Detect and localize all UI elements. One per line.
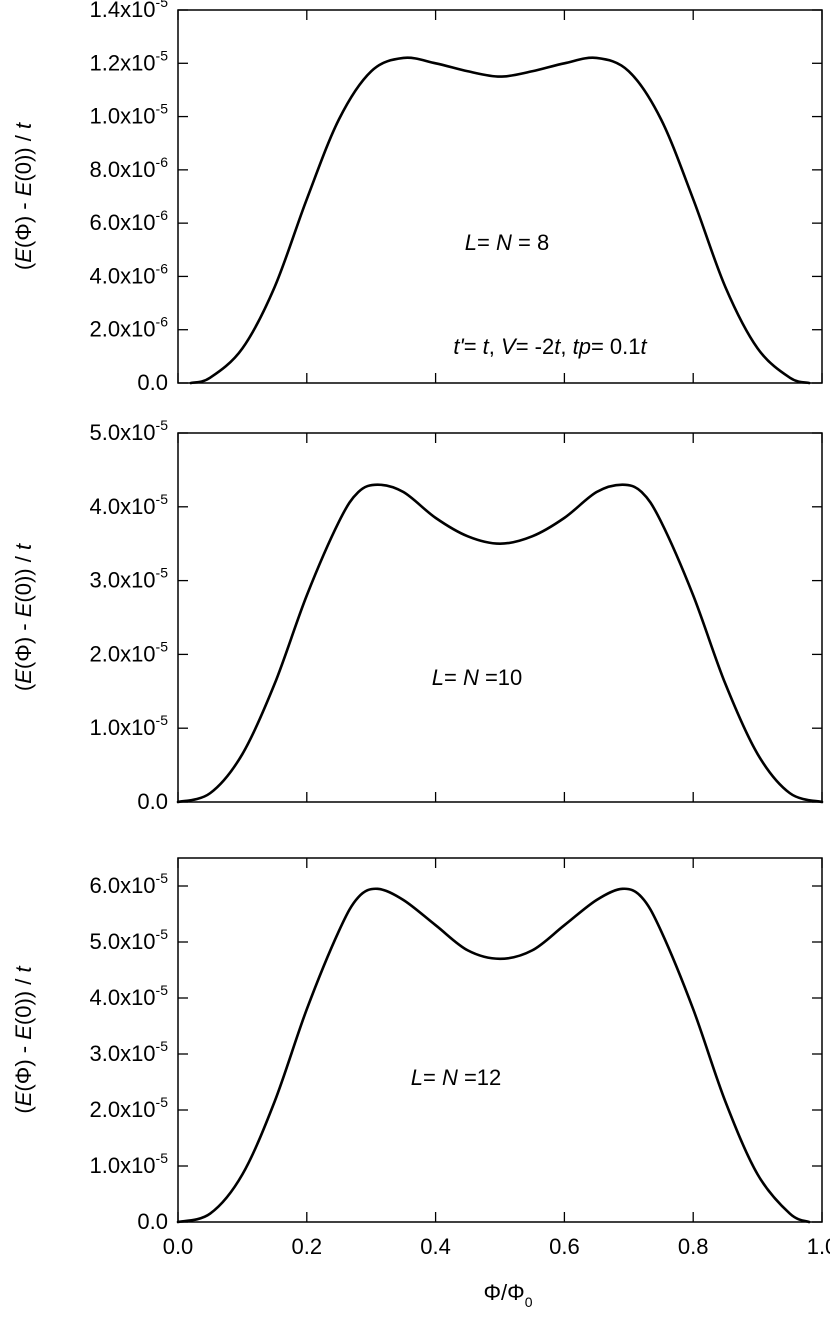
y-tick-label: 1.0x10-5 <box>89 712 168 740</box>
y-tick-label: 2.0x10-6 <box>89 314 168 342</box>
plot-frame <box>177 857 823 1223</box>
y-tick-label: 2.0x10-5 <box>89 638 168 666</box>
x-axis-label: Φ/Φ0 <box>483 1280 532 1310</box>
x-tick-label: 0.2 <box>292 1234 323 1259</box>
y-tick-label: 1.4x10-5 <box>89 0 168 22</box>
y-axis-label: (E(Φ) - E(0)) / t <box>11 966 36 1114</box>
annotation: L= N =10 <box>432 665 523 690</box>
y-tick-label: 5.0x10-5 <box>89 417 168 445</box>
x-tick-label: 0.8 <box>678 1234 709 1259</box>
annotation: L= N = 8 <box>465 230 549 255</box>
y-tick-label: 0.0 <box>137 789 168 814</box>
x-tick-label: 0.4 <box>420 1234 451 1259</box>
y-tick-label: 1.0x10-5 <box>89 101 168 129</box>
y-tick-label: 4.0x10-5 <box>89 982 168 1010</box>
y-tick-label: 3.0x10-5 <box>89 1038 168 1066</box>
x-tick-label: 1.0 <box>807 1234 830 1259</box>
y-axis-label: (E(Φ) - E(0)) / t <box>11 122 36 270</box>
y-tick-label: 4.0x10-5 <box>89 491 168 519</box>
y-tick-label: 5.0x10-5 <box>89 926 168 954</box>
y-tick-label: 1.2x10-5 <box>89 47 168 75</box>
panel-1: 0.0 2.0x10-6 4.0x10-6 6.0x10-6 8.0x10-6 1.0x1… <box>11 0 823 395</box>
y-tick-label: 0.0 <box>137 1209 168 1234</box>
y-tick-label: 1.0x10-5 <box>89 1150 168 1178</box>
x-tick-label: 0.0 <box>163 1234 194 1259</box>
series-line-1 <box>176 483 824 804</box>
series-line-1 <box>176 887 811 1224</box>
y-axis-label: (E(Φ) - E(0)) / t <box>11 543 36 691</box>
y-tick-label: 0.0 <box>137 370 168 395</box>
y-tick-label: 8.0x10-6 <box>89 154 168 182</box>
plot-frame <box>177 9 823 384</box>
y-tick-label: 4.0x10-6 <box>89 260 168 288</box>
series-line-1 <box>189 56 811 385</box>
y-tick-label: 2.0x10-5 <box>89 1094 168 1122</box>
panel-3: 0.0 1.0x10-5 2.0x10-5 3.0x10-5 4.0x10-5 5.0x1… <box>11 857 830 1310</box>
panel-2: 0.0 1.0x10-5 2.0x10-5 3.0x10-5 4.0x10-5 5.0x1… <box>11 417 824 814</box>
annotation: L= N =12 <box>411 1065 502 1090</box>
y-tick-label: 6.0x10-5 <box>89 870 168 898</box>
plot-frame <box>177 432 823 803</box>
y-tick-label: 6.0x10-6 <box>89 207 168 235</box>
y-tick-label: 3.0x10-5 <box>89 565 168 593</box>
x-tick-label: 0.6 <box>549 1234 580 1259</box>
annotation: t'= t, V= -2t, tp= 0.1t <box>453 334 647 359</box>
